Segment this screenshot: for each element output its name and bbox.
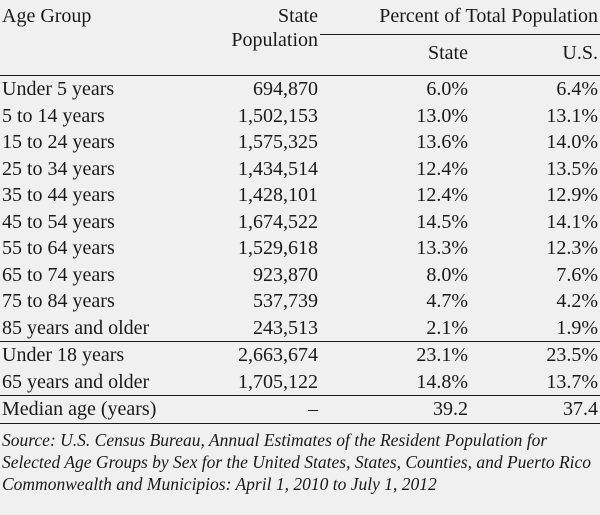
header-us-percent: U.S.	[562, 42, 598, 64]
row-age-label: 65 years and older	[2, 370, 150, 393]
age-population-table: Age Group State Population Percent of To…	[0, 0, 600, 423]
table-row: 55 to 64 years 1,529,618 13.3% 12.3%	[0, 235, 600, 262]
table-row: Under 5 years 694,870 6.0% 6.4%	[0, 75, 600, 103]
row-age-label: 45 to 54 years	[2, 210, 115, 233]
row-state-percent: 23.1%	[416, 344, 468, 367]
summary-row-under-18: Under 18 years 2,663,674 23.1% 23.5%	[0, 341, 600, 369]
table-header: Age Group State Population Percent of To…	[0, 0, 600, 76]
header-percent-total-population: Percent of Total Population	[320, 0, 600, 35]
row-state-percent: 4.7%	[426, 290, 468, 313]
table-row: 25 to 34 years 1,434,514 12.4% 13.5%	[0, 156, 600, 183]
row-age-label: 55 to 64 years	[2, 237, 115, 260]
table-row: 5 to 14 years 1,502,153 13.0% 13.1%	[0, 103, 600, 130]
row-state-percent: 13.6%	[416, 131, 468, 154]
row-age-label: Under 5 years	[2, 78, 115, 101]
table-row: 85 years and older 243,513 2.1% 1.9%	[0, 315, 600, 342]
row-state-population: 1,575,325	[238, 131, 318, 154]
row-state-population: 1,674,522	[238, 210, 318, 233]
row-us-percent: 13.7%	[546, 370, 598, 393]
header-state-population-line1: State	[278, 5, 318, 27]
row-state-population: 1,502,153	[238, 104, 318, 127]
row-age-label: 65 to 74 years	[2, 263, 115, 286]
row-us-percent: 14.0%	[546, 131, 598, 154]
row-state-percent: 14.8%	[416, 370, 468, 393]
row-state-population: 2,663,674	[238, 344, 318, 367]
row-age-label: 85 years and older	[2, 316, 150, 339]
row-state-population: 1,705,122	[238, 370, 318, 393]
row-age-label: Under 18 years	[2, 344, 125, 367]
header-state-population: State Population	[190, 0, 320, 76]
row-us-percent: 13.1%	[546, 104, 598, 127]
summary-row-65-and-older: 65 years and older 1,705,122 14.8% 13.7%	[0, 369, 600, 396]
header-age-group: Age Group	[2, 5, 92, 27]
row-us-median: 37.4	[563, 398, 598, 421]
row-us-percent: 7.6%	[556, 263, 598, 286]
row-state-percent: 6.0%	[426, 78, 468, 101]
row-us-percent: 6.4%	[556, 78, 598, 101]
row-us-percent: 12.9%	[546, 184, 598, 207]
age-group-rows: Under 5 years 694,870 6.0% 6.4% 5 to 14 …	[0, 75, 600, 423]
row-us-percent: 4.2%	[556, 290, 598, 313]
row-age-label: 5 to 14 years	[2, 104, 105, 127]
row-state-percent: 14.5%	[416, 210, 468, 233]
row-state-population: –	[308, 398, 318, 421]
table-row: 75 to 84 years 537,739 4.7% 4.2%	[0, 288, 600, 315]
row-state-percent: 12.4%	[416, 157, 468, 180]
row-age-label: 15 to 24 years	[2, 131, 115, 154]
row-state-population: 243,513	[253, 316, 318, 339]
row-age-label: 25 to 34 years	[2, 157, 115, 180]
row-us-percent: 12.3%	[546, 237, 598, 260]
row-us-percent: 1.9%	[556, 316, 598, 339]
row-age-label: 35 to 44 years	[2, 184, 115, 207]
median-age-row: Median age (years) – 39.2 37.4	[0, 395, 600, 423]
row-state-population: 1,434,514	[238, 157, 318, 180]
row-state-population: 923,870	[253, 263, 318, 286]
row-us-percent: 14.1%	[546, 210, 598, 233]
source-note: Source: U.S. Census Bureau, Annual Estim…	[2, 429, 592, 494]
row-state-median: 39.2	[433, 398, 468, 421]
table-row: 35 to 44 years 1,428,101 12.4% 12.9%	[0, 182, 600, 209]
row-us-percent: 23.5%	[546, 344, 598, 367]
row-age-label: 75 to 84 years	[2, 290, 115, 313]
row-state-percent: 13.0%	[416, 104, 468, 127]
row-state-population: 1,428,101	[238, 184, 318, 207]
table-row: 65 to 74 years 923,870 8.0% 7.6%	[0, 262, 600, 289]
row-state-percent: 13.3%	[416, 237, 468, 260]
row-state-percent: 12.4%	[416, 184, 468, 207]
row-state-percent: 2.1%	[426, 316, 468, 339]
table-row: 45 to 54 years 1,674,522 14.5% 14.1%	[0, 209, 600, 236]
row-state-percent: 8.0%	[426, 263, 468, 286]
row-state-population: 694,870	[253, 78, 318, 101]
row-state-population: 537,739	[253, 290, 318, 313]
header-state-population-line2: Population	[231, 29, 318, 51]
header-state-percent: State	[428, 42, 468, 64]
row-us-percent: 13.5%	[546, 157, 598, 180]
row-state-population: 1,529,618	[238, 237, 318, 260]
row-age-label: Median age (years)	[2, 398, 157, 421]
table-row: 15 to 24 years 1,575,325 13.6% 14.0%	[0, 129, 600, 156]
